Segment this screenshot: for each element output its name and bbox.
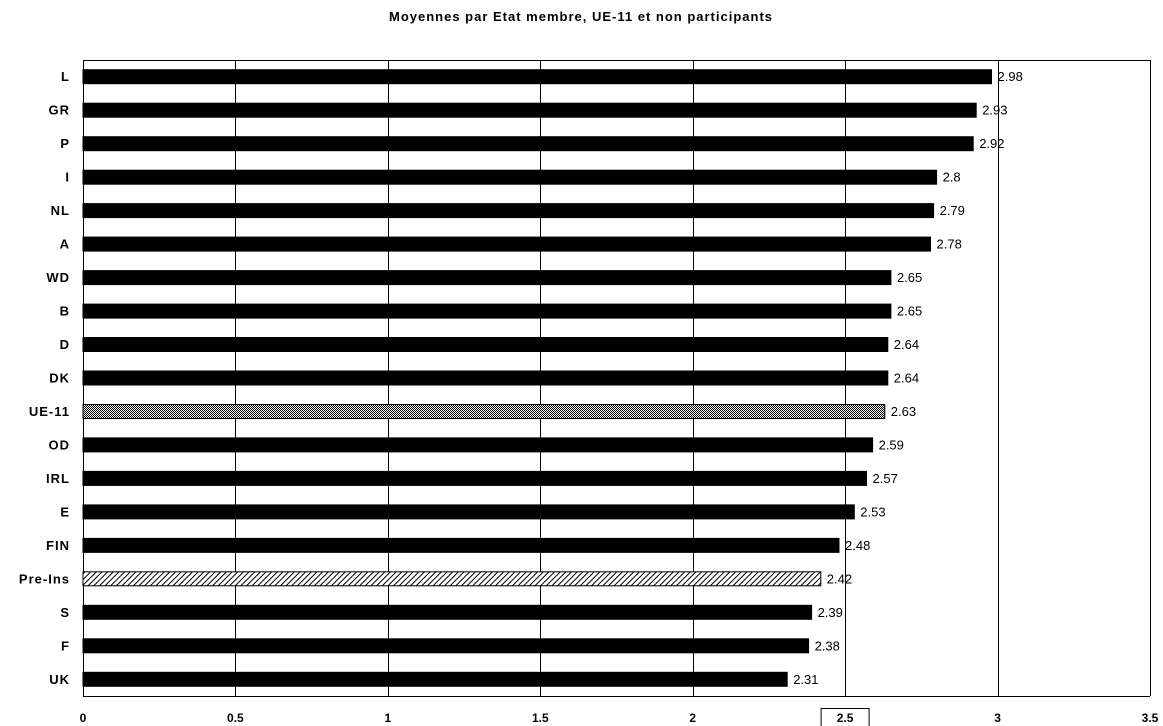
data-label-e: 2.53 bbox=[860, 504, 885, 519]
chart-title: Moyennes par Etat membre, UE-11 et non p… bbox=[389, 9, 773, 24]
data-label-pre-ins: 2.42 bbox=[827, 571, 852, 586]
category-label-p: P bbox=[60, 136, 70, 151]
x-tick-label-2: 1 bbox=[385, 711, 392, 725]
bar-b bbox=[82, 303, 892, 319]
bar-fin bbox=[82, 537, 840, 553]
bar-d bbox=[82, 337, 889, 352]
data-label-uk: 2.31 bbox=[793, 672, 818, 687]
category-label-b: B bbox=[60, 304, 70, 319]
category-label-pre-ins: Pre-Ins bbox=[19, 571, 70, 586]
x-tick-label-3: 1.5 bbox=[532, 711, 549, 725]
bar-pre-ins bbox=[82, 571, 822, 587]
category-label-wd: WD bbox=[46, 270, 70, 285]
category-label-gr: GR bbox=[49, 103, 71, 118]
bar-gr bbox=[82, 102, 977, 118]
data-label-f: 2.38 bbox=[815, 638, 840, 653]
bar-f bbox=[82, 638, 810, 654]
data-label-wd: 2.65 bbox=[897, 270, 922, 285]
bar-uk bbox=[82, 671, 788, 687]
data-label-b: 2.65 bbox=[897, 304, 922, 319]
x-tick-label-4: 2 bbox=[689, 711, 696, 725]
category-label-e: E bbox=[60, 504, 70, 519]
data-label-nl: 2.79 bbox=[940, 203, 965, 218]
category-label-irl: IRL bbox=[46, 471, 70, 486]
bar-a bbox=[82, 236, 931, 252]
category-label-ue-11: UE-11 bbox=[29, 404, 70, 419]
x-tick-label-6: 3 bbox=[994, 711, 1001, 725]
category-label-s: S bbox=[60, 605, 70, 620]
category-label-f: F bbox=[61, 638, 70, 653]
category-label-d: D bbox=[60, 337, 70, 352]
bar-l bbox=[82, 69, 992, 85]
data-label-irl: 2.57 bbox=[873, 471, 898, 486]
category-label-uk: UK bbox=[49, 672, 70, 687]
category-label-l: L bbox=[61, 69, 70, 84]
data-label-ue-11: 2.63 bbox=[891, 404, 916, 419]
bar-nl bbox=[82, 203, 935, 219]
category-label-nl: NL bbox=[51, 203, 70, 218]
tick-label-box bbox=[820, 708, 870, 726]
data-label-i: 2.8 bbox=[943, 170, 961, 185]
category-label-dk: DK bbox=[49, 371, 70, 386]
category-label-i: I bbox=[65, 170, 70, 185]
x-tick-label-7: 3.5 bbox=[1142, 711, 1159, 725]
bar-i bbox=[82, 169, 938, 185]
data-label-od: 2.59 bbox=[879, 437, 904, 452]
bar-p bbox=[82, 136, 974, 152]
data-label-l: 2.98 bbox=[998, 69, 1023, 84]
bar-ue-11 bbox=[82, 404, 886, 419]
bar-wd bbox=[82, 270, 892, 286]
category-label-fin: FIN bbox=[46, 538, 70, 553]
data-label-d: 2.64 bbox=[894, 337, 919, 352]
data-label-gr: 2.93 bbox=[982, 103, 1007, 118]
data-label-dk: 2.64 bbox=[894, 371, 919, 386]
category-label-a: A bbox=[60, 237, 70, 252]
x-axis-tick-labels: 0 0.5 1 1.5 2 2.5 3 3.5 bbox=[80, 708, 1159, 726]
bar-s bbox=[82, 604, 813, 620]
data-label-fin: 2.48 bbox=[845, 538, 870, 553]
category-labels: L GR P I NL A WD B D DK UE-11 OD IRL E FIN Pre-Ins S F UK bbox=[19, 69, 71, 687]
x-tick-label-1: 0.5 bbox=[227, 711, 244, 725]
bar-dk bbox=[82, 370, 889, 386]
bar-e bbox=[82, 504, 855, 520]
data-labels: 2.98 2.93 2.92 2.8 2.79 2.78 2.65 2.65 2.64 2.64 2… bbox=[793, 69, 1023, 687]
bar-od bbox=[82, 437, 874, 453]
bars bbox=[82, 69, 992, 687]
category-label-od: OD bbox=[49, 437, 71, 452]
x-tick-label-5: 2.5 bbox=[837, 711, 854, 725]
x-tick-label-0: 0 bbox=[80, 711, 87, 725]
data-label-a: 2.78 bbox=[937, 237, 962, 252]
bar-irl bbox=[82, 470, 867, 486]
data-label-p: 2.92 bbox=[979, 136, 1004, 151]
data-label-s: 2.39 bbox=[818, 605, 843, 620]
